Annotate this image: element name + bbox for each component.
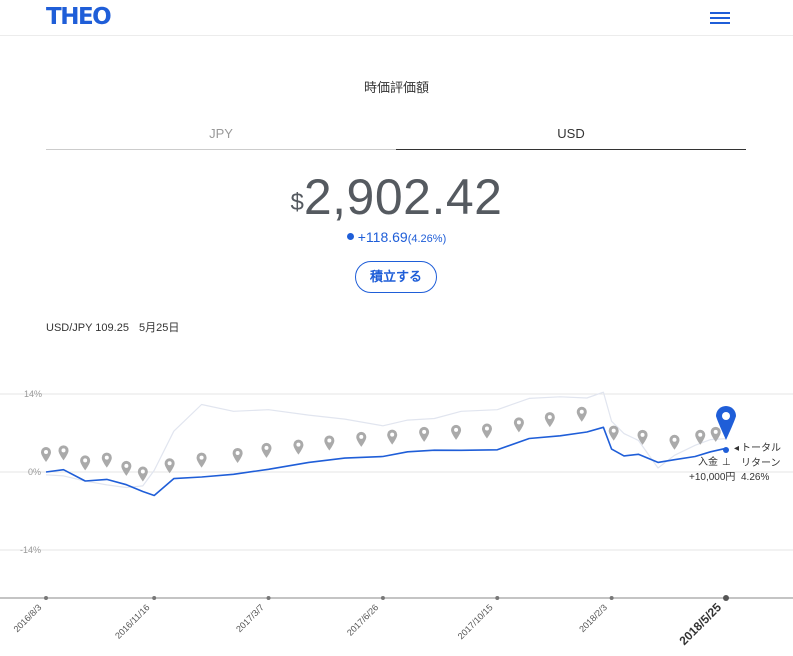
deposit-marker-icon[interactable]	[80, 455, 91, 471]
deposit-marker-icon[interactable]	[451, 424, 462, 440]
deposit-marker-icon[interactable]	[695, 429, 706, 445]
deposit-marker-icon[interactable]	[261, 442, 272, 458]
deposit-marker-icon[interactable]	[356, 431, 367, 447]
deposit-marker-icon[interactable]	[121, 460, 132, 476]
y-tick-label: 0%	[28, 467, 41, 477]
deposit-marker-icon[interactable]	[481, 423, 492, 439]
x-tick-label: 2017/10/15	[456, 602, 495, 641]
currency-tabs: JPY USD	[46, 126, 746, 150]
performance-chart[interactable]: 14% 0% -14% 2016/8/3 2016/11/16 2017/3/7 20…	[0, 370, 793, 656]
deposit-marker-icon[interactable]	[544, 412, 555, 428]
benchmark-line	[45, 391, 727, 489]
x-tick-dot	[152, 596, 157, 600]
deposit-marker-icon[interactable]	[41, 447, 51, 462]
fx-rate-date: 5月25日	[138, 322, 180, 334]
current-position-pin-icon[interactable]	[716, 406, 736, 440]
portfolio-line	[45, 426, 727, 497]
deposit-marker-icon[interactable]	[576, 406, 587, 422]
y-tick-label: 14%	[24, 389, 42, 399]
theo-logo[interactable]: THEO	[46, 4, 112, 30]
change-dot-icon	[346, 233, 354, 240]
deposit-marker-icon[interactable]	[710, 426, 721, 442]
current-point	[723, 447, 729, 453]
change-value: +118.69	[357, 229, 408, 245]
x-tick-dot	[495, 596, 500, 600]
deposit-button[interactable]: 積立する	[355, 261, 437, 293]
total-return-value: 4.26%	[741, 472, 769, 483]
deposit-marker-icon[interactable]	[196, 452, 207, 468]
deposit-label: 入金	[698, 455, 718, 468]
deposit-marker-icon[interactable]	[419, 426, 430, 442]
deposit-marker-icon[interactable]	[513, 417, 524, 433]
section-title: 時価評価額	[363, 80, 429, 95]
x-tick-dot	[380, 596, 385, 600]
deposit-marker-icon[interactable]	[293, 439, 304, 455]
valuation-amount: $2,902.42	[0, 168, 793, 226]
total-return-label-2: リターン	[741, 457, 781, 469]
fx-rate: USD/JPY 109.25 5月25日	[46, 319, 179, 335]
deposit-marker-icon[interactable]	[324, 435, 335, 451]
valuation-value: 2,902.42	[303, 169, 503, 225]
total-return-label-1: トータル	[741, 442, 781, 454]
deposit-marker-icon[interactable]	[608, 425, 619, 441]
deposit-marker-icon[interactable]	[387, 429, 398, 445]
fx-rate-label: USD/JPY 109.25	[46, 322, 129, 334]
x-tick-dot	[44, 596, 48, 600]
pin-center	[722, 412, 730, 420]
x-tick-dot	[266, 596, 271, 600]
x-tick-label: 2018/5/25	[676, 600, 724, 648]
x-tick-label: 2017/3/7	[234, 602, 266, 634]
hamburger-icon[interactable]	[708, 9, 732, 27]
tab-usd[interactable]: USD	[396, 126, 746, 150]
x-tick-label: 2018/2/3	[577, 602, 609, 634]
deposit-marker-icon[interactable]	[232, 447, 243, 463]
change-percent: (4.26%)	[407, 233, 447, 245]
x-tick-label: 2017/6/26	[345, 602, 380, 637]
deposit-marker-icon[interactable]	[637, 429, 648, 445]
y-tick-label: -14%	[20, 545, 41, 555]
deposit-marker-icon[interactable]	[669, 434, 680, 450]
deposit-marker-icon[interactable]	[58, 445, 69, 461]
x-tick-label: 2016/11/16	[113, 602, 151, 640]
currency-symbol: $	[290, 189, 304, 216]
deposit-marker-icon[interactable]	[137, 466, 148, 482]
total-return-arrow-icon: ◂	[734, 443, 739, 454]
tab-jpy[interactable]: JPY	[46, 126, 396, 150]
valuation-change: +118.69(4.26%)	[0, 229, 793, 245]
deposit-amount: +10,000円	[689, 472, 735, 483]
x-tick-label: 2016/8/3	[12, 602, 44, 634]
deposit-icon: ⊥	[722, 457, 731, 468]
app-header: THEO	[0, 0, 793, 36]
x-tick-dot	[723, 595, 729, 601]
deposit-marker-icon[interactable]	[164, 458, 175, 474]
x-tick-dot	[609, 596, 614, 600]
deposit-marker-icon[interactable]	[101, 452, 112, 468]
